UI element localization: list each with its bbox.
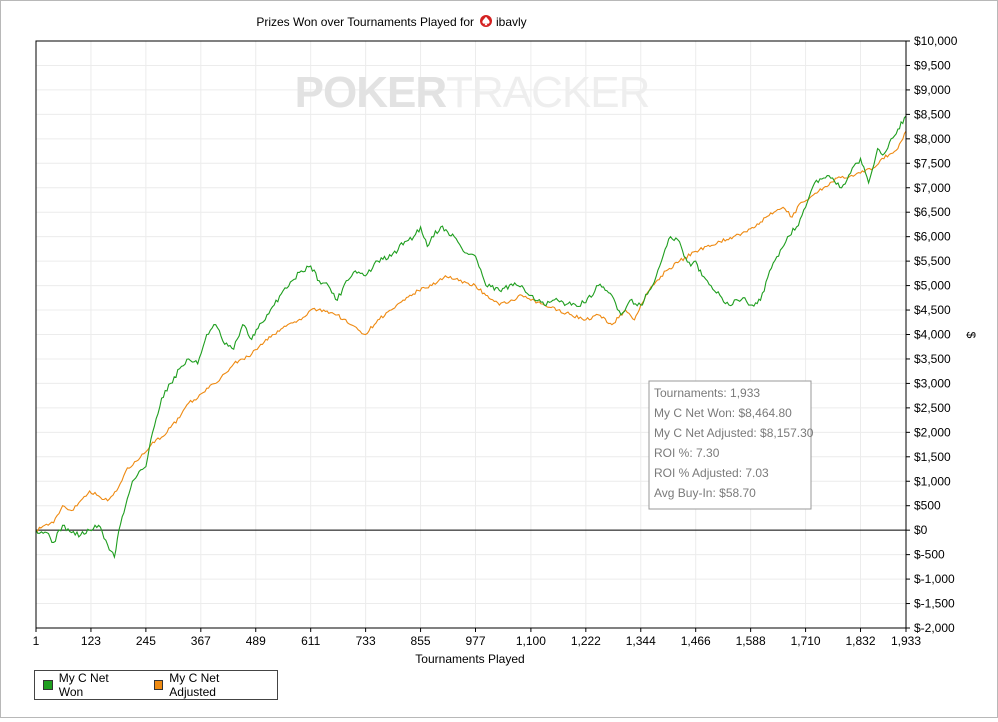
y-tick-label: $-2,000 xyxy=(914,621,955,635)
x-tick-label: 1,710 xyxy=(791,634,821,648)
legend-label: My C Net Adjusted xyxy=(169,671,220,699)
tooltip-line: Tournaments: 1,933 xyxy=(654,386,760,400)
x-tick-label: 1,100 xyxy=(516,634,546,648)
svg-text:POKERTRACKER: POKERTRACKER xyxy=(295,68,650,117)
x-tick-label: 611 xyxy=(301,634,320,648)
legend-item-net-adjusted[interactable]: My C Net Adjusted xyxy=(153,671,265,699)
x-tick-label: 1 xyxy=(33,634,40,648)
tooltip-line: Avg Buy-In: $58.70 xyxy=(654,486,756,500)
y-tick-label: $2,000 xyxy=(914,425,951,439)
y-tick-label: $5,500 xyxy=(914,254,951,268)
chart-title: Prizes Won over Tournaments Played for xyxy=(256,15,474,29)
y-tick-label: $4,500 xyxy=(914,303,951,317)
y-tick-label: $9,000 xyxy=(914,83,951,97)
y-tick-label: $-500 xyxy=(914,548,945,562)
y-tick-label: $3,000 xyxy=(914,376,951,390)
x-tick-label: 1,933 xyxy=(891,634,921,648)
y-axis-ticks: $-2,000 $-1,500 $-1,000 $-500 $0 $500 $1,000 $1… xyxy=(906,34,958,635)
y-tick-label: $7,000 xyxy=(914,181,951,195)
x-tick-label: 733 xyxy=(356,634,376,648)
legend-swatch-icon xyxy=(43,680,53,690)
tooltip-line: ROI %: 7.30 xyxy=(654,446,720,460)
x-tick-label: 977 xyxy=(465,634,485,648)
x-axis-label: Tournaments Played xyxy=(415,652,524,666)
y-tick-label: $1,000 xyxy=(914,474,951,488)
x-axis-ticks: 1 123 245 367 489 611 733 855 977 1,100 1,222 1,344… xyxy=(33,628,921,648)
watermark-tracker: TRACKER xyxy=(446,68,649,117)
y-tick-label: $1,500 xyxy=(914,450,951,464)
x-tick-label: 489 xyxy=(246,634,266,648)
x-tick-label: 855 xyxy=(411,634,431,648)
x-tick-label: 1,222 xyxy=(571,634,601,648)
data-tooltip: Tournaments: 1,933 My C Net Won: $8,464.… xyxy=(648,380,814,510)
tooltip-line: My C Net Won: $8,464.80 xyxy=(654,406,792,420)
y-tick-label: $500 xyxy=(914,499,941,513)
y-tick-label: $6,000 xyxy=(914,230,951,244)
y-axis-label: $ xyxy=(964,332,978,339)
y-tick-label: $5,000 xyxy=(914,279,951,293)
x-tick-label: 245 xyxy=(136,634,156,648)
y-tick-label: $2,500 xyxy=(914,401,951,415)
y-tick-label: $-1,500 xyxy=(914,597,955,611)
poker-tracker-watermark: POKERTRACKER xyxy=(295,68,651,117)
player-name: ibavly xyxy=(496,15,527,29)
x-tick-label: 367 xyxy=(191,634,211,648)
tooltip-line: ROI % Adjusted: 7.03 xyxy=(654,466,769,480)
watermark-poker: POKER xyxy=(295,68,447,117)
x-tick-label: 1,832 xyxy=(846,634,876,648)
chart-legend: My C Net Won My C Net Adjusted xyxy=(34,670,278,700)
y-tick-label: $6,500 xyxy=(914,205,951,219)
legend-swatch-icon xyxy=(153,680,164,690)
x-tick-label: 1,466 xyxy=(681,634,711,648)
y-tick-label: $4,000 xyxy=(914,328,951,342)
y-tick-label: $8,000 xyxy=(914,132,951,146)
series-layer xyxy=(35,115,907,560)
y-tick-label: $3,500 xyxy=(914,352,951,366)
y-tick-label: $10,000 xyxy=(914,34,958,48)
pokerstars-spade-icon xyxy=(480,15,492,27)
series-line-my-c-net-won[interactable] xyxy=(35,115,907,560)
tooltip-line: My C Net Adjusted: $8,157.30 xyxy=(654,426,814,440)
x-tick-label: 1,344 xyxy=(626,634,656,648)
y-tick-label: $0 xyxy=(914,523,928,537)
x-tick-label: 1,588 xyxy=(736,634,766,648)
x-tick-label: 123 xyxy=(81,634,101,648)
y-tick-label: $-1,000 xyxy=(914,572,955,586)
series-line-my-c-net-adjusted[interactable] xyxy=(35,130,907,532)
legend-item-net-won[interactable]: My C Net Won xyxy=(43,671,134,699)
y-tick-label: $8,500 xyxy=(914,107,951,121)
legend-label: My C Net Won xyxy=(58,671,109,699)
chart-title-group: Prizes Won over Tournaments Played for i… xyxy=(256,15,527,29)
y-tick-label: $7,500 xyxy=(914,156,951,170)
y-tick-label: $9,500 xyxy=(914,58,951,72)
